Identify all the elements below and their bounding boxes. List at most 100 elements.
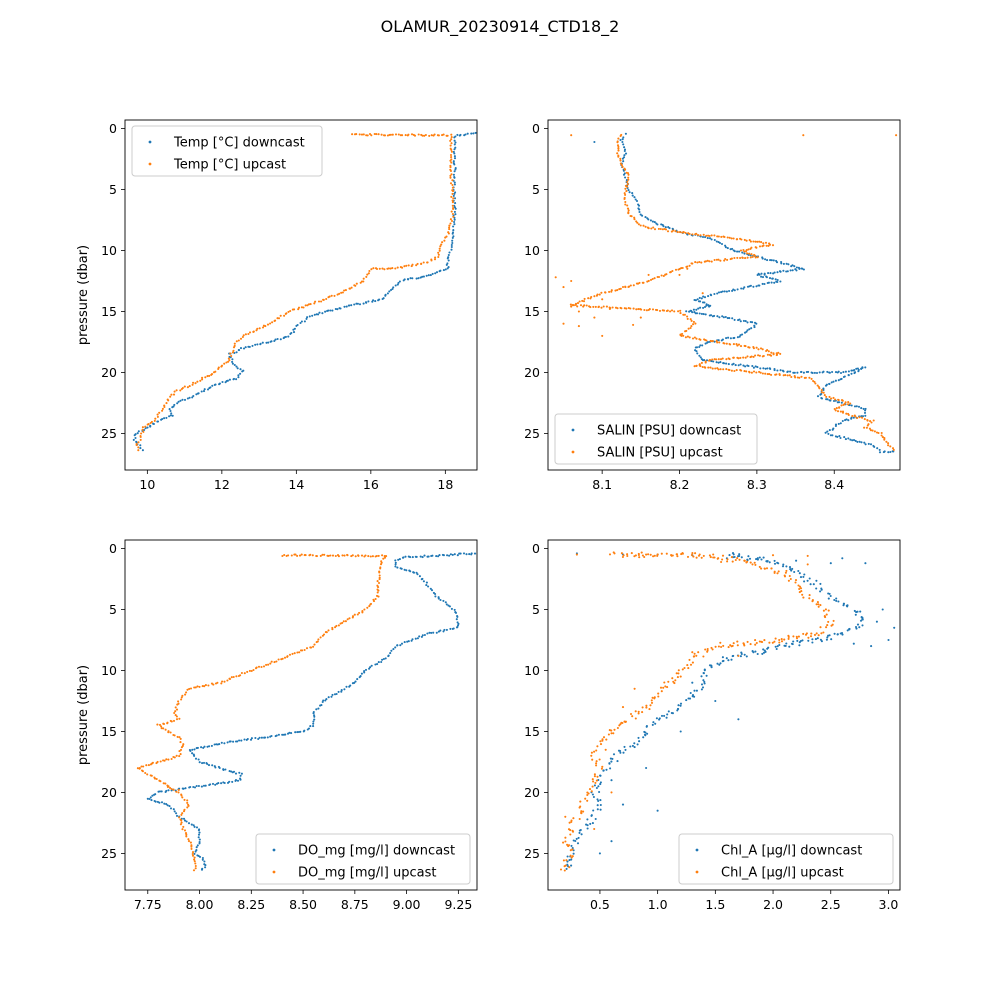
data-point: [188, 786, 191, 789]
data-point: [172, 808, 175, 811]
data-point: [312, 725, 315, 728]
x-tick-label: 3.0: [879, 897, 899, 912]
data-point: [860, 441, 863, 444]
data-point: [182, 825, 185, 828]
data-point: [702, 655, 705, 658]
data-point: [770, 259, 773, 262]
data-point: [231, 351, 234, 354]
data-point: [260, 665, 263, 669]
data-point: [160, 801, 164, 804]
data-point: [720, 645, 723, 649]
data-point: [330, 294, 333, 297]
data-point: [397, 133, 400, 136]
data-point: [176, 402, 179, 405]
data-point: [150, 774, 153, 777]
data-point: [619, 162, 622, 165]
data-point: [691, 681, 694, 684]
data-point: [623, 146, 626, 149]
data-point: [730, 556, 733, 559]
data-point: [598, 790, 601, 794]
data-point: [407, 264, 410, 267]
data-point: [746, 355, 749, 358]
data-point: [660, 552, 663, 555]
data-point: [818, 371, 821, 374]
data-point: [688, 336, 691, 339]
y-tick-label: 10: [101, 243, 117, 258]
data-point: [838, 406, 841, 409]
data-point: [634, 554, 637, 557]
data-point: [758, 640, 761, 643]
data-point: [797, 569, 800, 573]
data-point: [391, 267, 394, 270]
data-point: [186, 801, 189, 804]
data-point: [833, 632, 836, 635]
data-point: [157, 790, 160, 793]
data-point: [448, 605, 451, 608]
data-point: [284, 312, 287, 315]
data-point: [680, 553, 683, 556]
data-point: [164, 728, 167, 731]
data-point: [306, 316, 309, 319]
x-tick-label: 1.0: [648, 897, 668, 912]
data-point: [583, 304, 586, 307]
y-tick-label: 0: [109, 541, 117, 556]
data-point: [142, 430, 145, 433]
data-point: [175, 814, 179, 817]
data-point: [721, 290, 724, 293]
data-point: [170, 412, 173, 415]
data-point: [586, 818, 589, 821]
data-point: [847, 413, 850, 417]
data-point: [750, 371, 753, 374]
data-point: [142, 765, 145, 768]
data-point: [177, 791, 180, 794]
data-point: [176, 703, 179, 706]
data-point: [139, 438, 142, 441]
data-point: [755, 346, 758, 349]
data-point: [710, 666, 713, 669]
data-point: [624, 187, 627, 190]
data-point: [228, 378, 231, 381]
data-point: [806, 563, 809, 566]
data-point: [609, 757, 612, 760]
data-point: [359, 281, 362, 284]
data-point: [693, 655, 696, 658]
data-point: [453, 220, 456, 224]
data-point: [789, 370, 792, 373]
data-point: [854, 625, 858, 629]
data-point: [853, 368, 856, 372]
data-point: [438, 270, 441, 273]
data-point: [345, 685, 348, 688]
data-point: [620, 164, 623, 167]
data-point: [887, 451, 890, 454]
data-point: [792, 640, 795, 643]
data-point: [297, 308, 300, 311]
data-point: [727, 336, 730, 339]
data-point: [815, 587, 818, 590]
data-point: [790, 642, 794, 645]
data-point: [847, 419, 850, 422]
data-point: [612, 753, 616, 756]
data-point: [409, 277, 412, 280]
data-point: [344, 289, 347, 292]
data-point: [254, 343, 257, 346]
data-point: [754, 365, 757, 368]
data-point: [717, 339, 720, 342]
data-point: [570, 134, 573, 137]
data-point: [218, 766, 221, 770]
data-point: [175, 754, 178, 757]
data-point: [319, 636, 322, 639]
data-point: [203, 860, 206, 863]
data-point: [624, 286, 627, 289]
data-point: [877, 431, 880, 435]
data-point: [586, 793, 589, 797]
data-point: [165, 758, 168, 761]
data-point: [592, 780, 595, 783]
data-point: [343, 688, 346, 691]
data-point: [751, 321, 754, 324]
data-point: [186, 386, 189, 389]
data-point: [646, 280, 649, 283]
data-point: [239, 347, 243, 350]
data-point: [651, 220, 654, 223]
data-point: [703, 296, 707, 299]
data-point: [357, 554, 360, 557]
